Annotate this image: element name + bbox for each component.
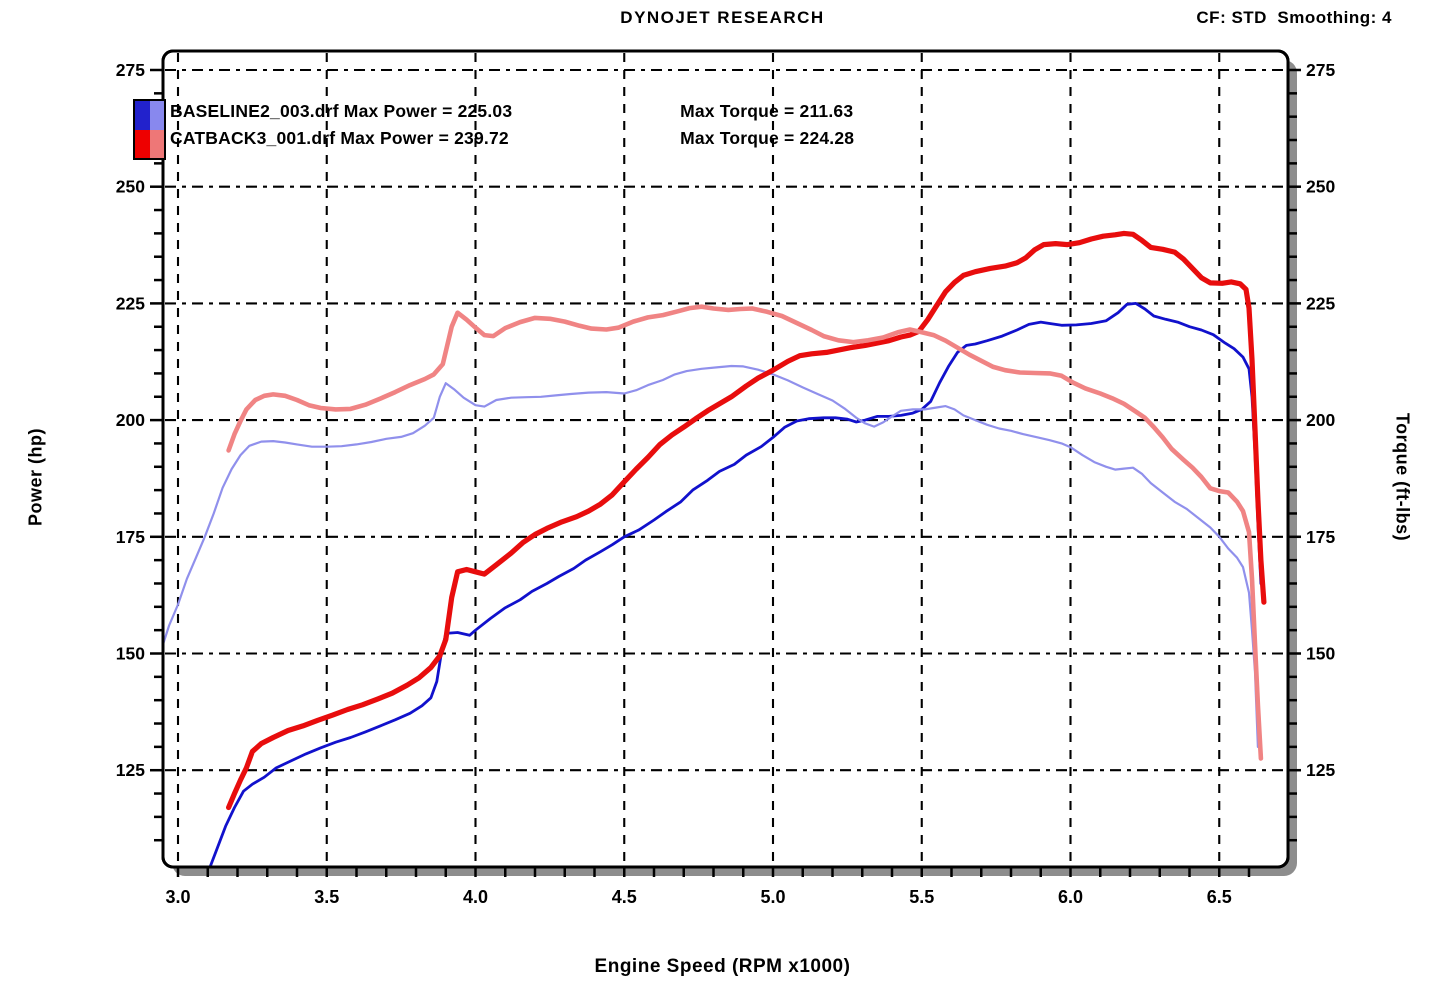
x-tick-label: 5.0 xyxy=(760,887,785,907)
y-right-tick-label: 175 xyxy=(1306,527,1335,547)
tick-labels: 275 275 250 250 225 225 200 200 175 175 150 150 125 1… xyxy=(116,60,1336,907)
y-left-tick-label: 175 xyxy=(116,527,145,547)
y-right-tick-label: 200 xyxy=(1306,410,1335,430)
y-left-tick-label: 275 xyxy=(116,60,145,80)
y-right-tick-label: 250 xyxy=(1306,177,1335,197)
x-axis-label: Engine Speed (RPM x1000) xyxy=(594,956,851,977)
y-left-tick-label: 225 xyxy=(116,293,145,313)
legend-swatch-baseline-power xyxy=(135,101,150,130)
y-left-tick-label: 150 xyxy=(116,644,145,664)
legend-swatch-catback-torque xyxy=(149,129,164,158)
y-right-tick-label: 125 xyxy=(1306,760,1335,780)
y-axis-label-torque: Torque (ft-lbs) xyxy=(1392,412,1413,542)
x-tick-label: 4.0 xyxy=(463,887,488,907)
x-tick-label: 6.0 xyxy=(1058,887,1083,907)
gridlines xyxy=(165,53,1286,865)
curve-baseline_power xyxy=(206,301,1263,866)
x-tick-label: 3.5 xyxy=(314,887,339,907)
legend-swatch-catback-power xyxy=(135,129,150,158)
legend-swatch xyxy=(133,99,166,160)
legend-row-baseline: BASELINE2_003.drf Max Power = 225.03 Max… xyxy=(170,101,853,122)
legend-catback-torque-text: Max Torque = 224.28 xyxy=(680,128,855,148)
y-right-tick-label: 225 xyxy=(1306,293,1335,313)
curves xyxy=(164,230,1267,866)
y-left-tick-label: 125 xyxy=(116,760,145,780)
y-right-tick-label: 150 xyxy=(1306,644,1335,664)
curve-catback_power xyxy=(226,230,1267,811)
y-right-tick-label: 275 xyxy=(1306,60,1335,80)
chart-title: DYNOJET RESEARCH xyxy=(620,8,825,27)
y-left-tick-label: 200 xyxy=(116,410,145,430)
curve-catback_torque xyxy=(226,304,1264,761)
cf-smoothing-label: CF: STD Smoothing: 4 xyxy=(1196,8,1392,27)
legend-swatch-baseline-torque xyxy=(149,101,164,130)
x-tick-label: 3.0 xyxy=(165,887,190,907)
plot-border xyxy=(161,49,1290,869)
legend-baseline-torque-text: Max Torque = 211.63 xyxy=(680,101,854,121)
x-tick-label: 4.5 xyxy=(612,887,637,907)
x-tick-label: 5.5 xyxy=(909,887,934,907)
x-tick-label: 6.5 xyxy=(1207,887,1232,907)
y-axis-label-power: Power (hp) xyxy=(25,428,46,526)
legend-catback-power-text: CATBACK3_001.drf Max Power = 239.72 xyxy=(170,128,509,148)
y-left-tick-label: 250 xyxy=(116,177,145,197)
legend-baseline-power-text: BASELINE2_003.drf Max Power = 225.03 xyxy=(170,101,513,121)
curve-baseline_torque xyxy=(164,364,1260,749)
legend-row-catback: CATBACK3_001.drf Max Power = 239.72 Max … xyxy=(170,128,854,149)
